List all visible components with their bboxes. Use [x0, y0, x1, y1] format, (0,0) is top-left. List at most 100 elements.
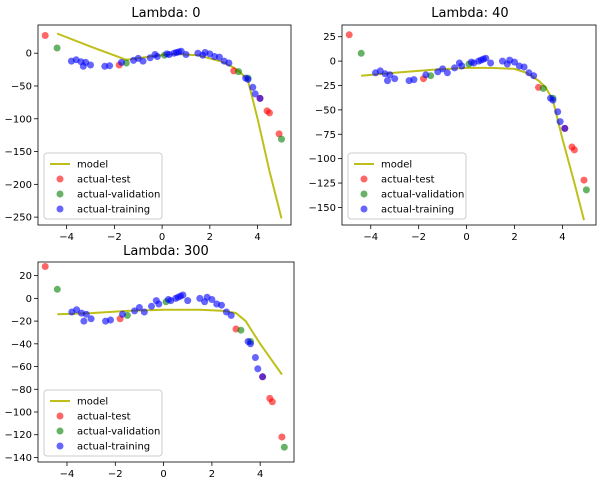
- legend-swatch-marker: [56, 205, 64, 213]
- data-point-actual-validation: [53, 285, 61, 293]
- y-tick-label: −120: [5, 430, 32, 441]
- data-point-actual-training: [443, 69, 451, 77]
- y-tick-label: −50: [315, 105, 336, 116]
- data-point-actual-training: [139, 57, 147, 65]
- data-point-actual-training: [259, 373, 267, 381]
- data-point-actual-test: [41, 263, 49, 270]
- data-point-actual-validation: [357, 49, 365, 57]
- legend-swatch-marker: [360, 205, 368, 213]
- data-point-actual-training: [254, 365, 262, 373]
- chart-title: Lambda: 300: [123, 244, 209, 259]
- y-tick-label: 25: [323, 32, 336, 43]
- legend: model actual-test actual-validation actual-…: [43, 152, 163, 220]
- legend-swatch-marker: [56, 412, 64, 420]
- axes-frame: [37, 261, 295, 463]
- x-tick-label: −4: [59, 232, 74, 243]
- data-point-actual-training: [451, 64, 459, 72]
- data-point-actual-validation: [582, 186, 590, 194]
- data-point-actual-test: [275, 130, 283, 138]
- data-point-actual-validation: [278, 135, 285, 143]
- legend-swatch-marker: [56, 427, 64, 435]
- data-point-actual-validation: [235, 68, 242, 76]
- x-tick-label: 4: [254, 232, 260, 243]
- data-point-actual-training: [80, 317, 88, 325]
- y-tick-label: −40: [11, 339, 32, 350]
- data-point-actual-training: [386, 71, 394, 79]
- chart-panel-lambda-40: Lambda: 40 −4 −2 0 2 4 25 0 −25 −50 −75 −100 −125 −1…: [309, 6, 597, 243]
- y-tick-label: −200: [5, 180, 32, 191]
- data-point-actual-training: [140, 308, 148, 316]
- x-tick-label: 2: [207, 232, 213, 243]
- legend-entry-model: model: [77, 397, 108, 408]
- x-tick-label: −2: [108, 469, 123, 480]
- data-point-actual-training: [554, 108, 562, 116]
- data-point-actual-training: [410, 76, 418, 84]
- data-point-actual-training: [384, 77, 391, 85]
- plot-area: [41, 32, 285, 219]
- plot-area: [41, 263, 288, 451]
- legend: model actual-test actual-validation actual-…: [43, 389, 163, 457]
- data-point-actual-training: [482, 54, 490, 62]
- data-point-actual-validation: [280, 443, 288, 451]
- data-point-actual-training: [182, 51, 190, 58]
- data-point-actual-training: [119, 310, 126, 318]
- legend-swatch-marker: [56, 442, 64, 450]
- data-point-actual-training: [251, 90, 259, 98]
- y-tick-label: −140: [5, 453, 32, 464]
- data-point-actual-training: [135, 304, 143, 311]
- data-point-actual-training: [184, 297, 192, 305]
- y-tick-label: 0: [26, 49, 32, 60]
- legend-swatch-marker: [360, 175, 368, 183]
- x-tick-label: 2: [209, 469, 215, 480]
- chart-panel-lambda-300: Lambda: 300 −4 −2 0 2 4200−20−40−60−80−100−1…: [5, 244, 295, 480]
- x-tick-label: −2: [107, 232, 122, 243]
- x-tick-label: 0: [463, 232, 469, 243]
- axes-frame: [341, 24, 597, 226]
- data-point-actual-training: [556, 118, 564, 126]
- chart-title: Lambda: 40: [431, 6, 508, 21]
- data-point-actual-training: [218, 301, 225, 309]
- y-tick-label: −100: [5, 114, 32, 125]
- data-point-actual-training: [215, 53, 223, 61]
- legend-entry-actual-test: actual-test: [77, 412, 131, 423]
- data-point-actual-training: [106, 62, 114, 70]
- data-point-actual-training: [208, 296, 216, 303]
- data-point-actual-training: [422, 71, 430, 79]
- x-tick-label: 0: [159, 232, 165, 243]
- x-tick-label: −2: [411, 232, 426, 243]
- data-point-actual-training: [148, 302, 155, 310]
- legend-entry-actual-test: actual-test: [381, 175, 435, 186]
- legend-entry-model: model: [77, 160, 108, 171]
- y-tick-label: −150: [5, 147, 32, 158]
- data-point-actual-training: [458, 62, 466, 70]
- legend-box: [43, 152, 163, 220]
- data-point-actual-training: [561, 124, 569, 132]
- data-point-actual-training: [487, 59, 495, 67]
- y-tick-label: −50: [11, 81, 32, 92]
- y-tick-label: −75: [315, 130, 336, 141]
- y-tick-label: −150: [309, 203, 336, 214]
- legend-entry-actual-training: actual-training: [381, 205, 454, 216]
- y-tick-label: −100: [309, 154, 336, 165]
- legend-swatch-marker: [360, 190, 368, 198]
- data-point-actual-training: [82, 310, 90, 318]
- data-point-actual-training: [155, 300, 163, 308]
- legend-entry-actual-validation: actual-validation: [77, 427, 160, 438]
- data-point-actual-training: [530, 72, 538, 80]
- axes-frame: [37, 24, 292, 226]
- x-tick-label: −4: [60, 469, 75, 480]
- data-point-actual-test: [580, 176, 588, 184]
- data-point-actual-test: [278, 433, 286, 441]
- data-point-actual-training: [153, 53, 161, 60]
- data-point-actual-training: [179, 291, 187, 299]
- x-tick-label: 4: [559, 232, 565, 243]
- y-tick-label: −80: [11, 385, 32, 396]
- data-point-actual-training: [511, 58, 518, 66]
- data-point-actual-training: [244, 75, 252, 83]
- data-point-actual-test: [266, 109, 273, 117]
- legend-box: [43, 389, 163, 457]
- y-tick-label: −125: [309, 179, 336, 190]
- data-point-actual-training: [225, 59, 233, 67]
- legend-box: [347, 152, 467, 220]
